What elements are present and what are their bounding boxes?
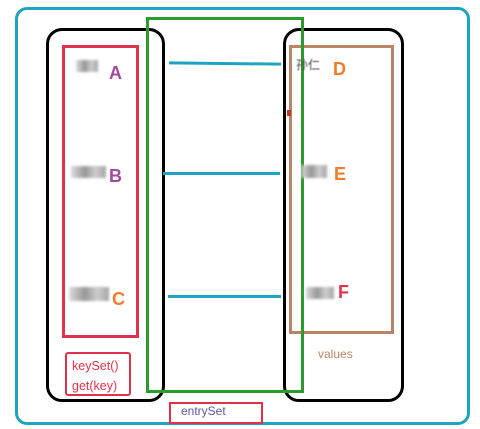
right-column-outline: [283, 28, 404, 402]
keys-box: [62, 45, 139, 338]
values-box: [289, 45, 394, 334]
method-keyset: keySet(): [72, 359, 119, 373]
left-column-outline: [46, 28, 165, 402]
values-label: values: [318, 347, 353, 361]
key-letter-c: C: [112, 289, 125, 309]
value-blur-f: [306, 287, 334, 299]
value-letter-e: E: [334, 164, 347, 184]
entry-set-label: entrySet: [181, 404, 226, 418]
value-blur-e: [301, 165, 327, 178]
entry-set-box: [146, 17, 304, 393]
value-letter-d: D: [333, 59, 346, 79]
key-letter-b: B: [109, 166, 122, 186]
value-label-d: 孙仁: [296, 58, 321, 72]
entry-set-label-box: [169, 402, 263, 424]
entry-connector-2: [163, 172, 280, 175]
key-blur-b: [71, 166, 106, 178]
side-tick-mark: [287, 110, 291, 116]
key-letter-a: A: [109, 63, 122, 83]
entry-connector-3: [168, 295, 281, 298]
method-get: get(key): [72, 379, 118, 393]
key-blur-a: [76, 60, 98, 72]
methods-box: keySet() get(key): [65, 352, 131, 396]
value-letter-f: F: [338, 282, 349, 302]
key-blur-c: [69, 287, 109, 301]
